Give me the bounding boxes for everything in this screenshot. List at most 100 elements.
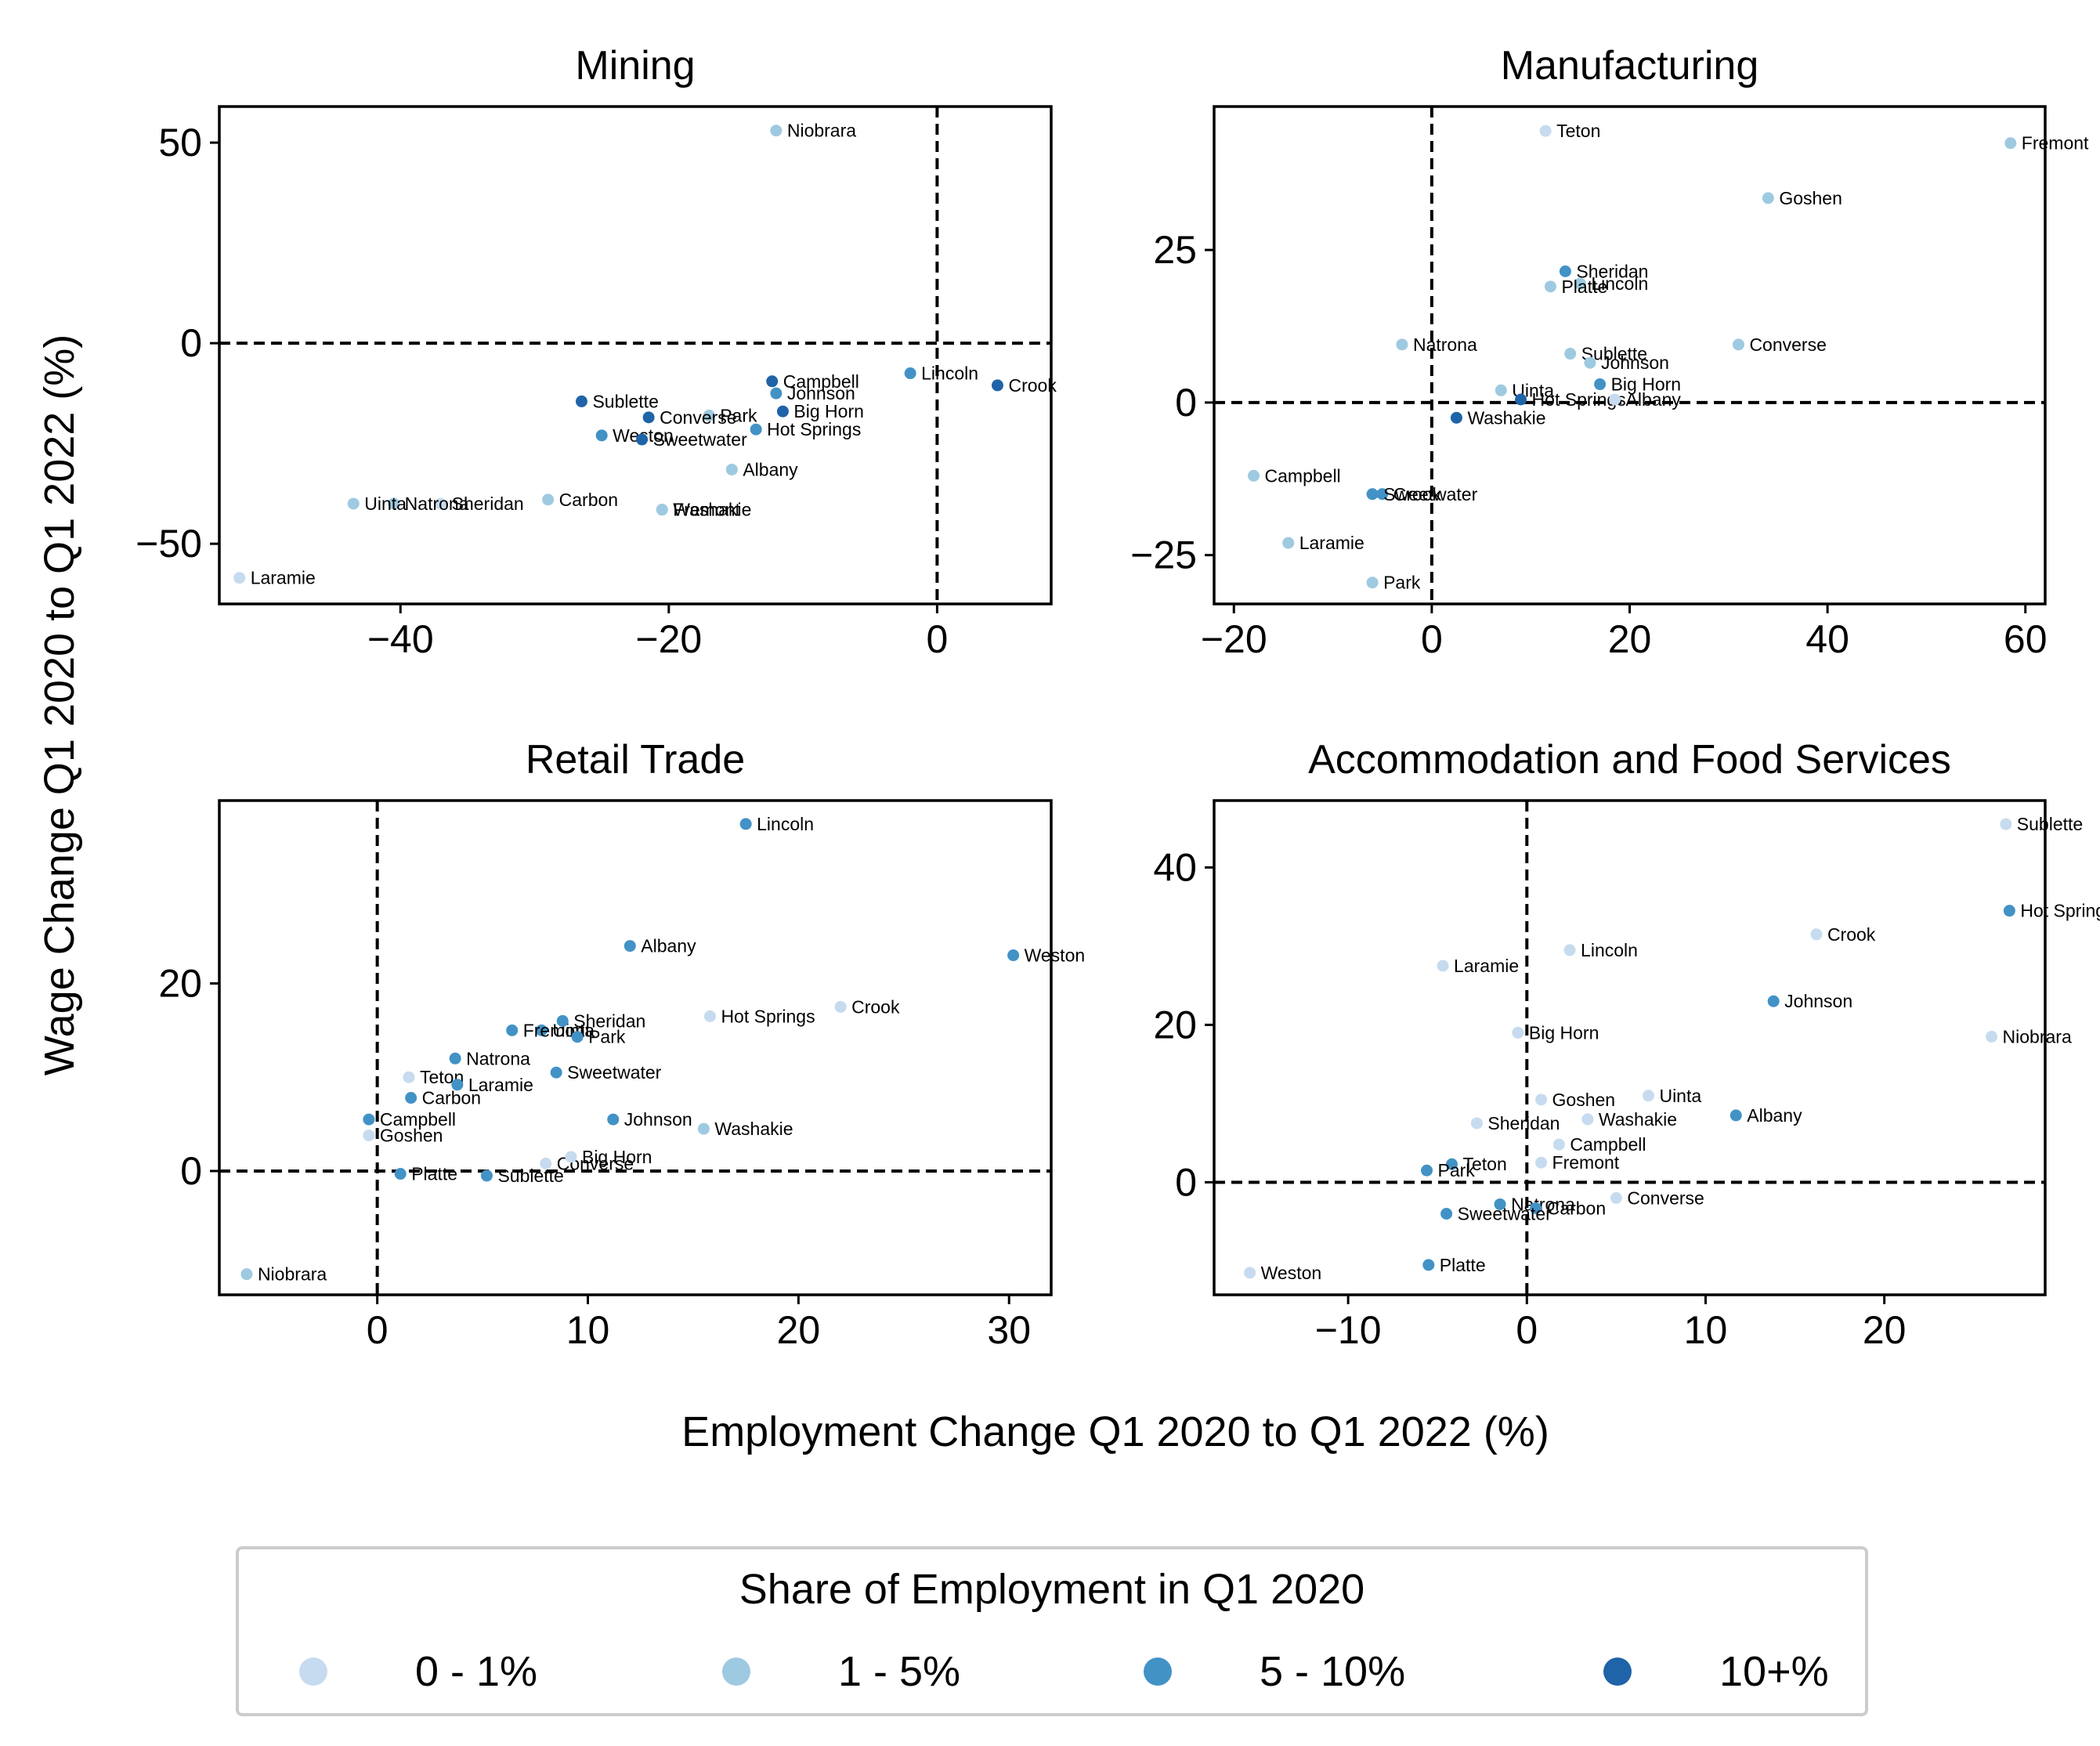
y-tick-label: 0	[1175, 381, 1197, 425]
point-lincoln	[1563, 944, 1576, 956]
point-goshen	[1535, 1094, 1548, 1106]
point-lincoln	[904, 367, 916, 380]
point-label-big-horn: Big Horn	[793, 401, 863, 421]
point-label-crook: Crook	[1393, 484, 1442, 504]
point-big-horn	[1594, 378, 1607, 391]
point-label-natrona: Natrona	[466, 1048, 530, 1068]
x-tick-label: −40	[367, 617, 434, 661]
point-label-campbell: Campbell	[380, 1109, 456, 1130]
point-sublette	[480, 1169, 493, 1182]
point-converse	[540, 1157, 552, 1169]
point-label-sweetwater: Sweetwater	[1458, 1204, 1552, 1224]
point-label-goshen: Goshen	[1552, 1090, 1616, 1110]
point-label-lincoln: Lincoln	[757, 814, 814, 834]
legend-label: 10+%	[1719, 1648, 1829, 1695]
point-converse	[642, 411, 655, 424]
point-label-crook: Crook	[1008, 375, 1057, 396]
point-hot-springs	[1515, 393, 1527, 406]
point-label-johnson: Johnson	[624, 1109, 692, 1130]
point-fremont	[1535, 1156, 1548, 1169]
point-label-laramie: Laramie	[1454, 956, 1519, 976]
point-johnson	[1584, 356, 1596, 369]
point-label-converse: Converse	[660, 407, 736, 428]
point-label-big-horn: Big Horn	[1611, 374, 1681, 395]
point-big-horn	[776, 405, 789, 418]
point-platte	[394, 1168, 407, 1180]
plot-frame	[1213, 799, 2047, 1296]
point-big-horn	[1512, 1026, 1524, 1039]
point-label-carbon: Carbon	[422, 1088, 481, 1108]
point-label-hot-springs: Hot Springs	[767, 419, 861, 439]
subplot-mining: Mining Niobrara Lincoln Crook CampbellJohnso…	[136, 43, 1057, 661]
point-weston	[1007, 949, 1020, 962]
point-label-washakie: Washakie	[1599, 1109, 1677, 1130]
point-label-niobrara: Niobrara	[258, 1264, 327, 1285]
point-label-niobrara: Niobrara	[2003, 1026, 2072, 1047]
subplot-title: Retail Trade	[526, 737, 745, 783]
point-converse	[1732, 338, 1744, 351]
point-label-campbell: Campbell	[1265, 465, 1341, 486]
point-washakie	[697, 1122, 710, 1135]
subplot-grid: MiningNiobraraLincolnCrookCampbellJohnso…	[136, 43, 2100, 1352]
point-goshen	[1762, 192, 1774, 204]
point-lincoln	[1574, 277, 1586, 290]
point-laramie	[451, 1079, 464, 1091]
point-label-washakie: Washakie	[1467, 407, 1545, 428]
point-label-laramie: Laramie	[1299, 533, 1364, 553]
point-label-big-horn: Big Horn	[582, 1147, 652, 1167]
point-label-uinta: Uinta	[364, 493, 407, 514]
subplot-title: Manufacturing	[1501, 43, 1759, 89]
point-label-weston: Weston	[1261, 1263, 1322, 1283]
point-natrona	[449, 1052, 461, 1065]
point-label-carbon: Carbon	[559, 490, 618, 510]
point-label-natrona: Natrona	[1413, 334, 1477, 355]
y-tick-label: 0	[1175, 1160, 1197, 1204]
legend-marker-1-5-	[722, 1657, 750, 1686]
point-big-horn	[565, 1151, 577, 1163]
shared-x-axis-label: Employment Change Q1 2020 to Q1 2022 (%)	[681, 1408, 1549, 1455]
point-label-teton: Teton	[1556, 121, 1600, 141]
point-label-johnson: Johnson	[1784, 991, 1852, 1011]
x-tick-label: −20	[1201, 617, 1267, 661]
point-label-albany: Albany	[641, 936, 696, 956]
legend-marker-10-	[1603, 1657, 1632, 1686]
x-tick-label: 0	[1421, 617, 1443, 661]
legend-label: 1 - 5%	[838, 1648, 960, 1695]
point-goshen	[363, 1129, 375, 1141]
point-platte	[1422, 1259, 1435, 1271]
point-weston	[1244, 1267, 1256, 1279]
y-tick-label: 20	[158, 961, 202, 1005]
point-park	[1366, 577, 1379, 589]
point-label-niobrara: Niobrara	[787, 121, 856, 141]
x-tick-label: −10	[1315, 1308, 1382, 1352]
point-label-park: Park	[720, 405, 757, 425]
point-label-natrona: Natrona	[405, 493, 469, 514]
x-tick-label: 20	[1608, 617, 1652, 661]
point-label-platte: Platte	[1561, 277, 1607, 297]
point-johnson	[1767, 995, 1780, 1007]
point-label-converse: Converse	[1627, 1187, 1704, 1208]
point-label-albany: Albany	[1626, 389, 1682, 410]
point-label-sheridan: Sheridan	[452, 493, 524, 514]
point-label-lincoln: Lincoln	[1581, 940, 1638, 960]
legend-label: 0 - 1%	[415, 1648, 537, 1695]
point-crook	[991, 379, 1003, 392]
point-sweetwater	[1366, 488, 1379, 501]
point-label-laramie: Laramie	[468, 1075, 533, 1095]
y-tick-label: 25	[1153, 228, 1197, 272]
point-park	[1421, 1164, 1433, 1177]
point-label-albany: Albany	[743, 459, 798, 479]
point-natrona	[1494, 1198, 1506, 1210]
y-tick-label: 20	[1153, 1003, 1197, 1047]
point-uinta	[535, 1024, 548, 1036]
point-platte	[1544, 280, 1556, 293]
point-label-campbell: Campbell	[783, 371, 859, 392]
point-sublette	[2000, 818, 2012, 830]
point-johnson	[770, 387, 783, 399]
point-label-goshen: Goshen	[380, 1125, 443, 1145]
x-tick-label: 20	[777, 1308, 821, 1352]
point-niobrara	[240, 1268, 253, 1281]
point-albany	[623, 940, 636, 953]
point-campbell	[363, 1113, 375, 1126]
